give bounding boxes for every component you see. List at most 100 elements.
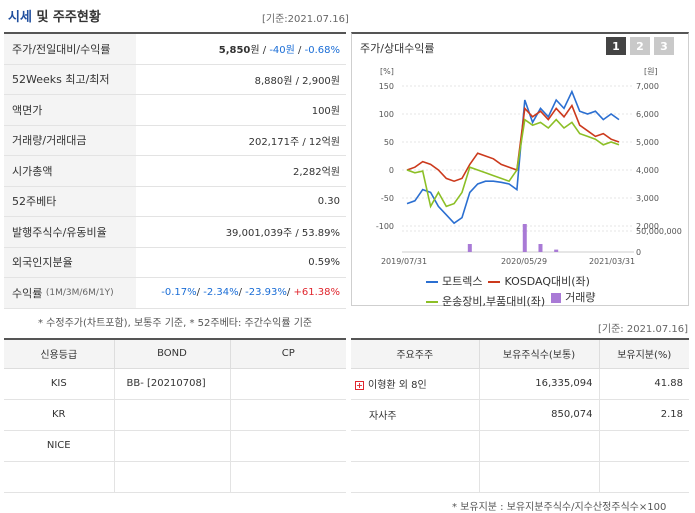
price-note: * 수정주가(차트포함), 보통주 기준, * 52주베타: 주간수익률 기준 — [38, 318, 313, 329]
chart-svg: [%] [원] 150 100 50 0 -50 -100 7,000 6,000 5,000 4,0… — [376, 67, 682, 266]
table-row: 자사주 850,074 2.18 — [351, 399, 689, 431]
series-line-kosdaq — [406, 103, 620, 183]
value: 39,001,039주 / 53.89% — [225, 228, 340, 240]
volume-bar — [554, 249, 559, 252]
return-1y: +61.38% — [293, 287, 340, 299]
label: 수익률 (1M/3M/6M/1Y) — [4, 278, 136, 308]
series-line-stock — [406, 89, 620, 225]
label: 시가총액 — [4, 156, 136, 186]
chart-title: 주가/상대수익률 — [360, 42, 435, 55]
volume-bar — [522, 224, 527, 252]
returns-periods: (1M/3M/6M/1Y) — [45, 287, 114, 298]
row-volume: 거래량/거래대금 202,171주 / 12억원 — [4, 125, 346, 156]
chart-tabs: 1 2 3 — [606, 37, 674, 55]
separator: / — [259, 45, 270, 57]
cell — [479, 461, 600, 493]
legend-label: KOSDAQ대비(좌) — [504, 275, 590, 288]
header-cp: CP — [230, 340, 346, 369]
legend-swatch — [426, 281, 438, 283]
tab-2[interactable]: 2 — [630, 37, 650, 55]
row-foreign: 외국인지분율 0.59% — [4, 247, 346, 278]
cell — [114, 399, 231, 431]
y-volume-tick: 50,000,000 — [636, 227, 682, 236]
table-row: + 이형환 외 8인 16,335,094 41.88 — [351, 368, 689, 400]
cell — [114, 430, 231, 462]
y-left-tick: -50 — [381, 194, 394, 203]
cell — [479, 430, 600, 462]
tab-1[interactable]: 1 — [606, 37, 626, 55]
y-right-tick: 5,000 — [636, 138, 659, 147]
label: 액면가 — [4, 95, 136, 125]
cell — [230, 399, 346, 431]
legend-swatch — [488, 281, 501, 283]
row-market-cap: 시가총액 2,282억원 — [4, 156, 346, 187]
x-tick: 2020/05/29 — [501, 257, 547, 266]
value: 202,171주 / 12억원 — [248, 136, 340, 148]
shareholder-table: 주요주주 보유주식수(보통) 보유지분(%) + 이형환 외 8인 16,335,… — [351, 338, 689, 493]
credit-table: 신용등급 BOND CP KIS BB- [20210708] KR NICE — [4, 338, 346, 493]
y-volume-tick: 0 — [636, 248, 641, 257]
expand-icon[interactable]: + — [355, 381, 364, 390]
y-right-tick: 7,000 — [636, 82, 659, 91]
return-3m: -2.34% — [203, 287, 239, 299]
header-ratio: 보유지분(%) — [599, 340, 689, 369]
page-title: 시세 및 주주현황 — [8, 6, 101, 25]
title-rest: 및 주주현황 — [31, 10, 101, 25]
cell: KIS — [4, 368, 115, 400]
y-right-tick: 6,000 — [636, 110, 659, 119]
tab-3[interactable]: 3 — [654, 37, 674, 55]
shareholder-date: [기준: 2021.07.16] — [598, 324, 689, 335]
cell: 41.88 — [599, 368, 689, 400]
table-row: NICE — [4, 430, 346, 462]
volume-bar — [467, 244, 472, 252]
label: 52Weeks 최고/최저 — [4, 64, 136, 94]
value: 100원 — [311, 106, 340, 118]
y-right-tick: 4,000 — [636, 166, 659, 175]
price-unit: 원 — [250, 45, 260, 57]
legend-item: 모트렉스 — [426, 274, 482, 290]
cell — [4, 461, 115, 493]
current-price: 5,850 — [218, 45, 251, 57]
row-shares: 발행주식수/유동비율 39,001,039주 / 53.89% — [4, 217, 346, 248]
cell: 16,335,094 — [479, 368, 600, 400]
value: 2,282억원 — [292, 167, 340, 179]
row-returns: 수익률 (1M/3M/6M/1Y) -0.17%/ -2.34%/ -23.93… — [4, 278, 346, 309]
price-change: -40원 — [269, 45, 295, 57]
returns-value: -0.17%/ -2.34%/ -23.93%/ +61.38% — [161, 287, 340, 299]
legend-swatch — [551, 293, 562, 303]
cell: 850,074 — [479, 399, 600, 431]
holder-cell: + 이형환 외 8인 — [351, 368, 480, 400]
cell — [351, 461, 480, 493]
y-left-tick: 50 — [384, 138, 394, 147]
return-6m: -23.93% — [245, 287, 287, 299]
holder-name[interactable]: 이형환 외 8인 — [368, 380, 427, 391]
chart-legend: 모트렉스 KOSDAQ대비(좌) 운송장비,부품대비(좌) 거래량 — [426, 272, 636, 310]
table-row — [4, 461, 346, 493]
legend-item: 운송장비,부품대비(좌) — [426, 294, 545, 310]
row-52weeks: 52Weeks 최고/최저 8,880원 / 2,900원 — [4, 64, 346, 95]
separator: / — [294, 45, 305, 57]
cell: BB- [20210708] — [114, 368, 231, 400]
header-rating: 신용등급 — [4, 340, 115, 369]
row-par-value: 액면가 100원 — [4, 95, 346, 126]
y-right-tick: 3,000 — [636, 194, 659, 203]
right-unit-label: [원] — [644, 67, 658, 76]
table-row — [351, 430, 689, 462]
y-left-tick: 0 — [389, 166, 394, 175]
y-right-tick: 2,000 — [636, 222, 659, 231]
table-row: KR — [4, 399, 346, 431]
y-left-tick: 100 — [379, 110, 394, 119]
label: 52주베타 — [4, 186, 136, 216]
price-rate: -0.68% — [304, 45, 340, 57]
cell — [114, 461, 231, 493]
price-table: 주가/전일대비/수익률 5,850원 / -40원 / -0.68% 52Wee… — [4, 32, 346, 309]
label: 주가/전일대비/수익률 — [4, 34, 136, 64]
series-line-sector — [406, 118, 620, 209]
return-1m: -0.17% — [161, 287, 197, 299]
value: 8,880원 / 2,900원 — [254, 75, 340, 87]
row-beta: 52주베타 0.30 — [4, 186, 346, 217]
reference-date: [기준:2021.07.16] — [262, 14, 349, 25]
y-left-tick: -100 — [376, 222, 394, 231]
cell — [230, 368, 346, 400]
legend-item: 거래량 — [551, 290, 596, 306]
